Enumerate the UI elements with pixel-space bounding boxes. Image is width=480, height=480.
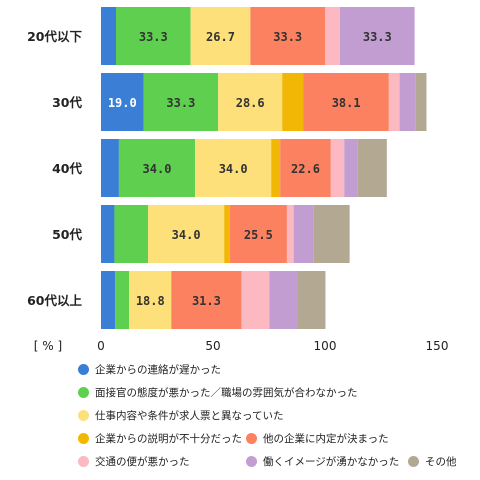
data-label: 34.0 <box>219 162 248 176</box>
x-tick-label: 0 <box>97 339 105 353</box>
bar-segment <box>101 271 116 329</box>
category-label: 20代以下 <box>27 29 82 44</box>
legend-label: 企業からの説明が不十分だった <box>95 433 242 445</box>
legend-item: 働くイメージが湧かなかった <box>246 454 399 469</box>
bar-segment <box>271 139 281 197</box>
legend-swatch <box>78 433 89 444</box>
x-tick-label: 50 <box>205 339 220 353</box>
legend-item: その他 <box>408 454 457 469</box>
legend-swatch <box>408 456 419 467</box>
unit-label: [ % ] <box>34 339 62 353</box>
bar-segment <box>115 271 130 329</box>
legend-item: 面接官の態度が悪かった／職場の雰囲気が合わなかった <box>78 385 358 400</box>
bar-segment <box>388 73 400 131</box>
bar-segment <box>101 7 117 65</box>
data-label: 31.3 <box>192 294 221 308</box>
bar-segment <box>280 139 331 197</box>
bar-segment <box>218 73 283 131</box>
legend-item: 企業からの連絡が遅かった <box>78 362 221 377</box>
data-label: 19.0 <box>108 96 137 110</box>
legend-label: 交通の便が悪かった <box>95 456 190 468</box>
bar-segment <box>190 7 251 65</box>
legend-swatch <box>78 410 89 421</box>
legend-label: 他の企業に内定が決まった <box>263 433 389 445</box>
bar-segment <box>250 7 325 65</box>
bar-segment <box>286 205 294 263</box>
bar-segment <box>415 73 427 131</box>
legend-swatch <box>78 456 89 467</box>
legend-swatch <box>246 456 257 467</box>
data-label: 28.6 <box>236 96 265 110</box>
bar-segment <box>148 205 225 263</box>
data-label: 18.8 <box>136 294 165 308</box>
legend-item: 仕事内容や条件が求人票と異なっていた <box>78 408 283 423</box>
bar-segment <box>399 73 416 131</box>
x-axis: 0 50 100 150 [ % ] <box>34 339 449 353</box>
bar-segment <box>101 139 119 197</box>
bar-segment <box>118 139 196 197</box>
legend-label: 企業からの連絡が遅かった <box>95 364 221 376</box>
data-label: 33.3 <box>139 30 168 44</box>
bar-segment <box>293 205 314 263</box>
bar-segment <box>143 73 219 131</box>
category-label: 50代 <box>52 227 82 242</box>
bar-segment <box>101 73 144 131</box>
bar-segment <box>297 271 326 329</box>
data-label: 33.3 <box>363 30 392 44</box>
bar-segment <box>357 139 387 197</box>
x-tick-label: 150 <box>426 339 449 353</box>
legend-item: 企業からの説明が不十分だった <box>78 431 242 446</box>
category-label: 40代 <box>52 161 82 176</box>
legend-label: その他 <box>425 456 457 468</box>
data-label: 38.1 <box>332 96 361 110</box>
bar-segment <box>330 139 345 197</box>
data-label: 34.0 <box>172 228 201 242</box>
bar-segment <box>269 271 298 329</box>
legend-swatch <box>246 433 257 444</box>
category-labels: 20代以下 30代 40代 50代 60代以上 <box>27 29 82 308</box>
legend-swatch <box>78 387 89 398</box>
bar-segment <box>114 205 149 263</box>
legend-label: 働くイメージが湧かなかった <box>263 456 400 468</box>
bar-segment <box>313 205 350 263</box>
bar-segment <box>116 7 191 65</box>
data-label: 34.0 <box>143 162 172 176</box>
bar-segment <box>129 271 172 329</box>
bar-segment <box>282 73 304 131</box>
bar-segment <box>241 271 270 329</box>
bar-segment <box>303 73 389 131</box>
data-label: 33.3 <box>273 30 302 44</box>
data-label: 26.7 <box>206 30 235 44</box>
x-tick-label: 100 <box>314 339 337 353</box>
legend-label: 面接官の態度が悪かった／職場の雰囲気が合わなかった <box>95 387 358 399</box>
category-label: 30代 <box>52 95 82 110</box>
bar-segment <box>325 7 341 65</box>
legend-label: 仕事内容や条件が求人票と異なっていた <box>95 410 284 422</box>
bar-segment <box>195 139 272 197</box>
data-label: 25.5 <box>244 228 273 242</box>
bar-segment <box>340 7 415 65</box>
legend-swatch <box>78 364 89 375</box>
bar-segment <box>344 139 358 197</box>
bar-segment <box>171 271 242 329</box>
data-label: 22.6 <box>291 162 320 176</box>
data-label: 33.3 <box>166 96 195 110</box>
category-label: 60代以上 <box>27 293 82 308</box>
bar-segment <box>101 205 115 263</box>
bar-segment <box>224 205 230 263</box>
bar-segment <box>229 205 287 263</box>
bars-layer: 33.3 26.7 33.3 33.3 19.0 33.3 28.6 38.1 34.0 34.0… <box>101 7 427 329</box>
legend-item: 他の企業に内定が決まった <box>246 431 389 446</box>
legend-item: 交通の便が悪かった <box>78 454 190 469</box>
